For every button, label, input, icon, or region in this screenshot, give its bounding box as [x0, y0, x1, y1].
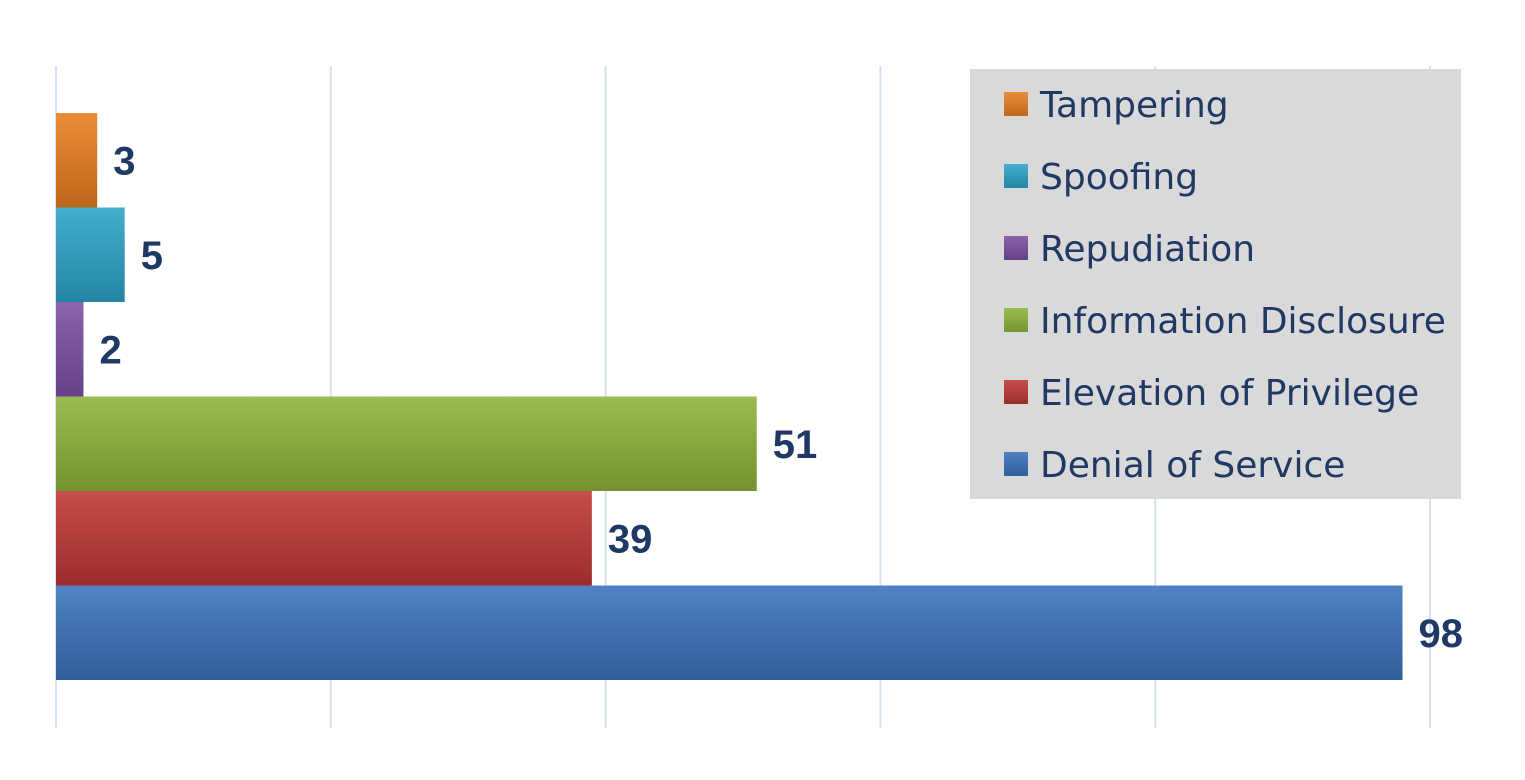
legend-swatch	[1004, 308, 1028, 332]
legend-background	[970, 69, 1461, 499]
legend-item-elevation-of-privilege: Elevation of Privilege	[1004, 373, 1419, 414]
legend-item-spoofing: Spoofing	[1004, 157, 1198, 198]
legend-swatch	[1004, 92, 1028, 116]
legend-label: Denial of Service	[1040, 445, 1345, 486]
bar-repudiation	[56, 302, 84, 397]
legend-item-repudiation: Repudiation	[1004, 229, 1255, 270]
legend-item-denial-of-service: Denial of Service	[1004, 445, 1345, 486]
data-label-elevation-of-privilege: 39	[608, 517, 653, 561]
legend-item-tampering: Tampering	[1004, 85, 1229, 126]
bar-spoofing	[56, 207, 125, 302]
legend-item-information-disclosure: Information Disclosure	[1004, 301, 1446, 342]
bar-elevation-of-privilege	[56, 491, 592, 586]
data-labels: 3 5 2 51 39 98	[99, 139, 1463, 656]
bars	[56, 113, 1403, 680]
data-label-denial-of-service: 98	[1419, 612, 1464, 656]
legend-label: Elevation of Privilege	[1040, 373, 1419, 414]
bar-information-disclosure	[56, 396, 757, 491]
bar-denial-of-service	[56, 585, 1403, 680]
bar-tampering	[56, 113, 98, 208]
data-label-tampering: 3	[113, 139, 135, 183]
legend-label: Spoofing	[1040, 157, 1198, 198]
legend-label: Repudiation	[1040, 229, 1255, 270]
legend-swatch	[1004, 380, 1028, 404]
legend-swatch	[1004, 236, 1028, 260]
data-label-repudiation: 2	[99, 328, 121, 372]
legend-label: Information Disclosure	[1040, 301, 1446, 342]
legend-swatch	[1004, 164, 1028, 188]
legend-label: Tampering	[1039, 85, 1229, 126]
data-label-information-disclosure: 51	[773, 423, 818, 467]
legend: Tampering Spoofing Repudiation Information …	[970, 69, 1461, 499]
legend-swatch	[1004, 452, 1028, 476]
data-label-spoofing: 5	[141, 234, 163, 278]
